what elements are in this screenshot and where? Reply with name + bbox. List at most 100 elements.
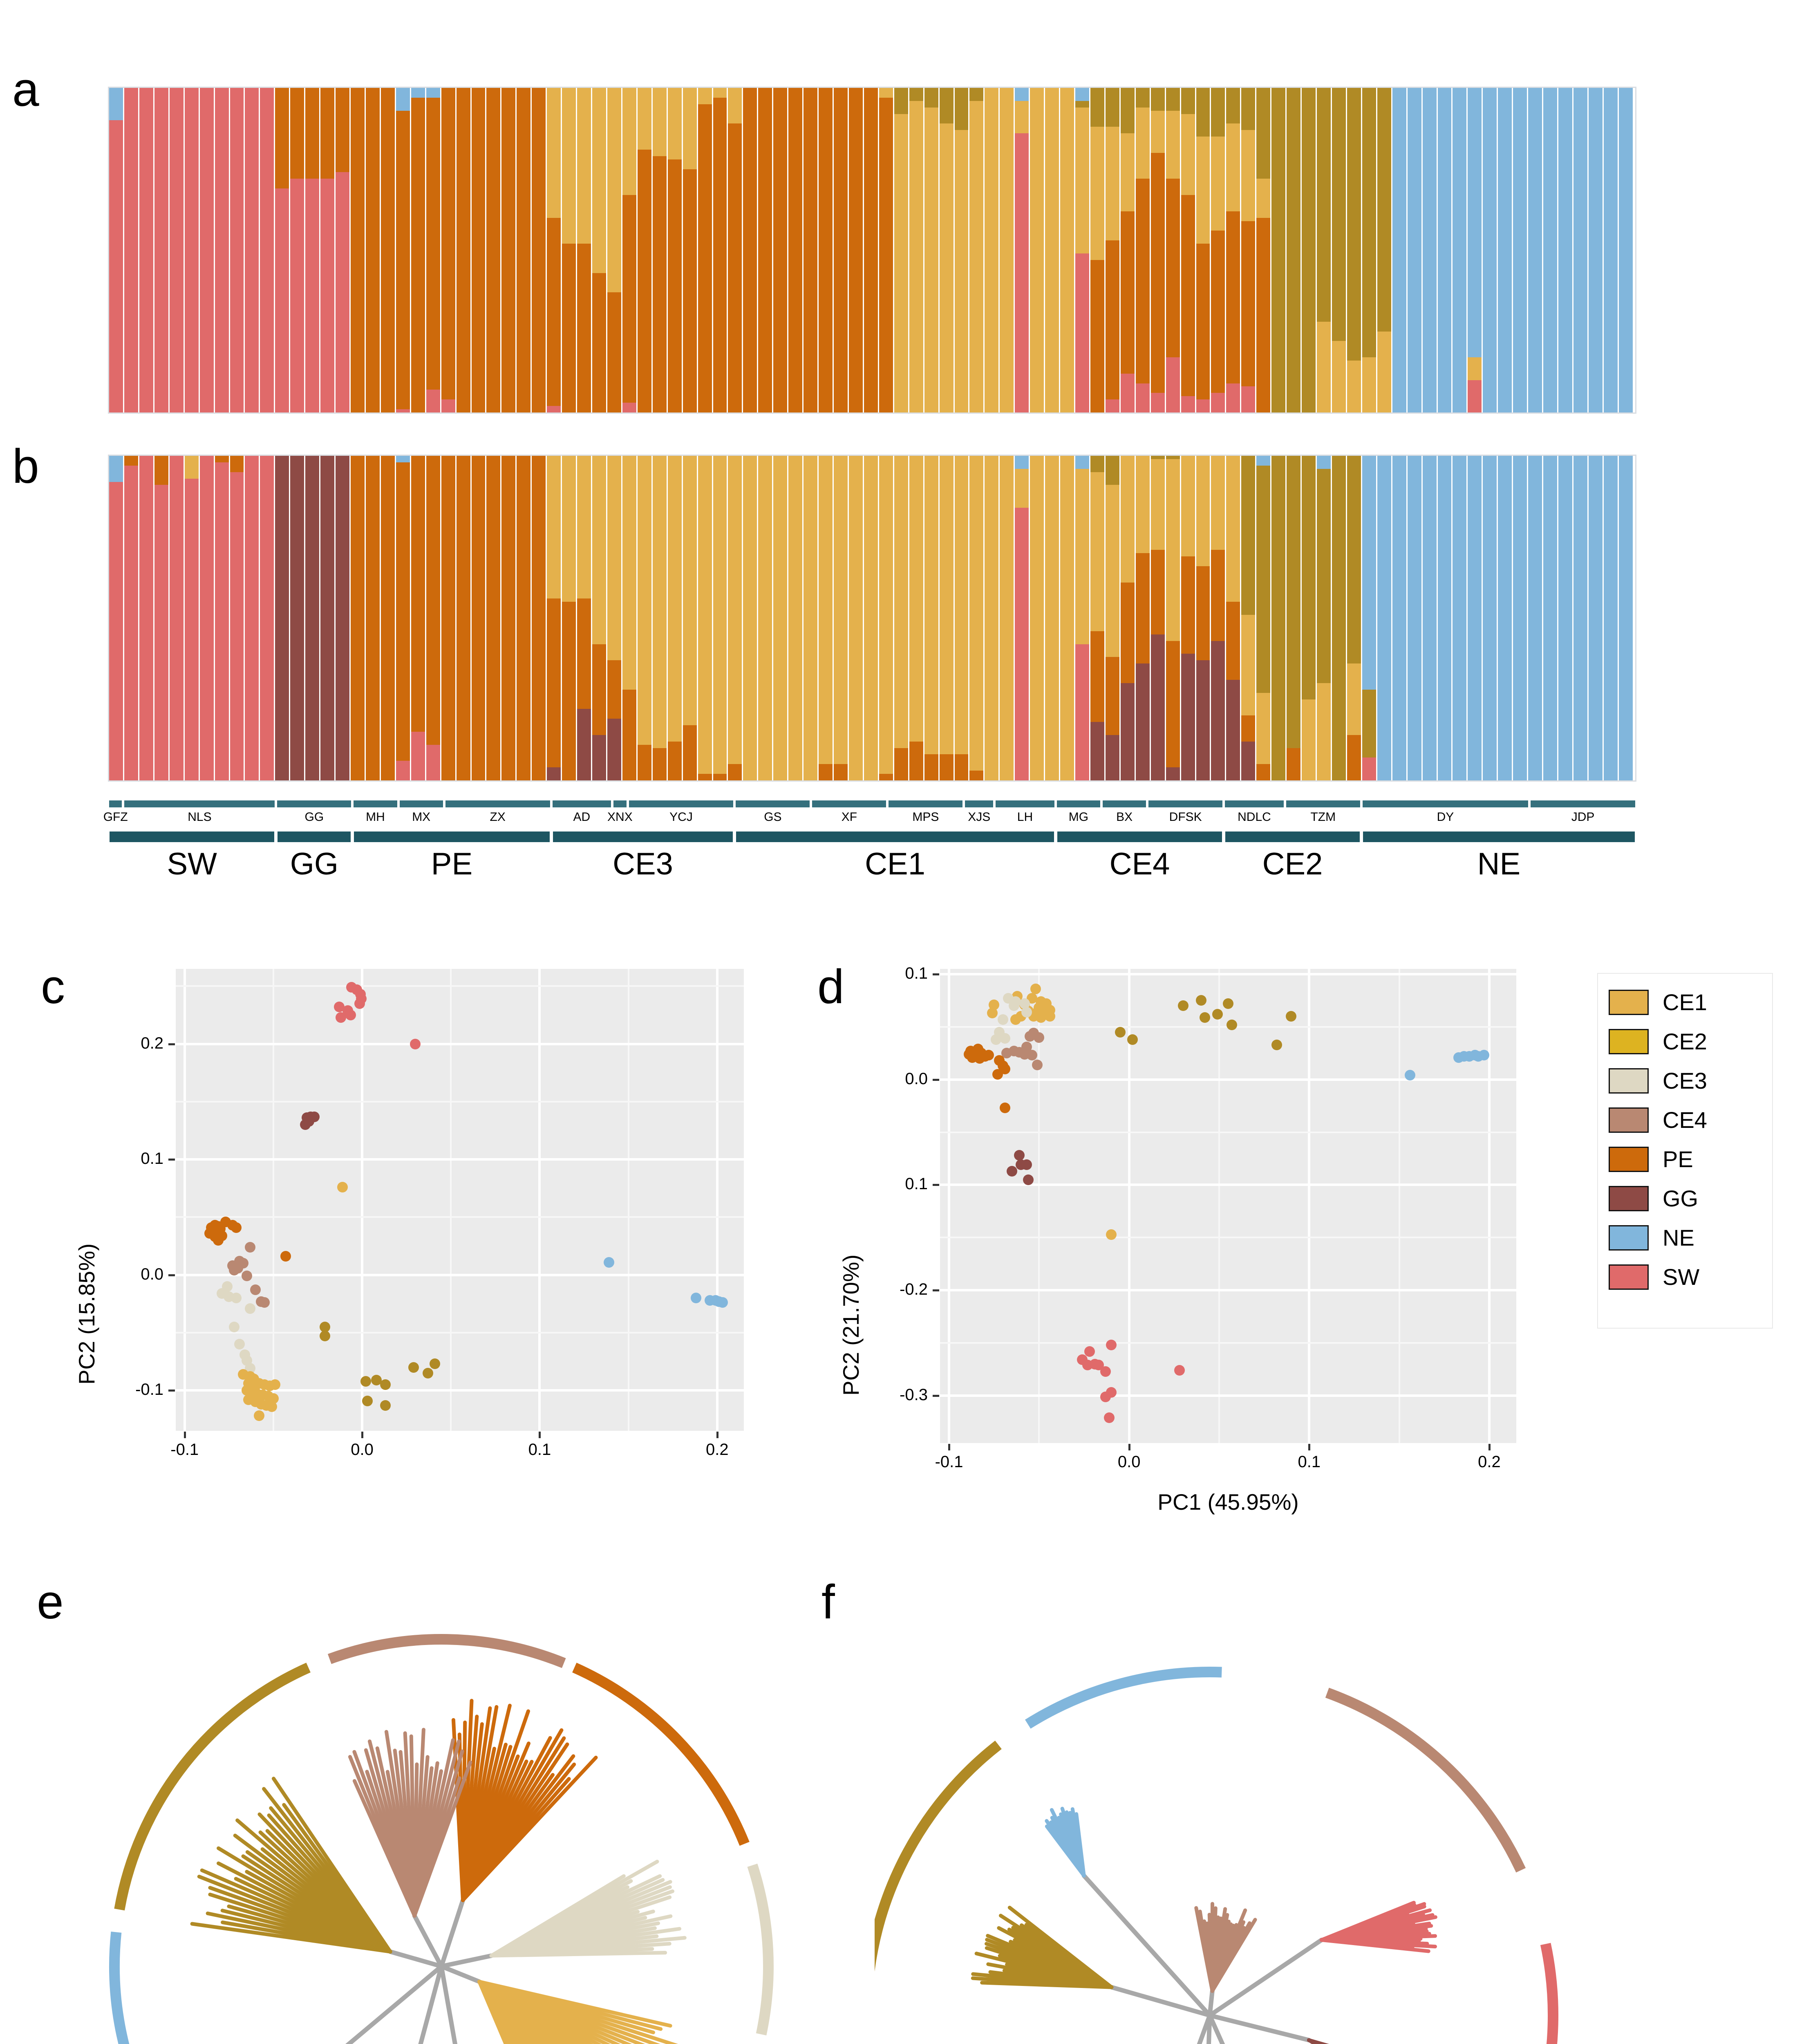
y-axis-tick-label: 0.1 bbox=[141, 1150, 163, 1168]
admixture-segment-gg bbox=[1090, 722, 1104, 780]
admixture-bar bbox=[1543, 88, 1557, 412]
y-axis-tick-mark bbox=[933, 1289, 939, 1292]
admixture-segment-ce2 bbox=[1181, 88, 1195, 114]
grid-line-horizontal bbox=[176, 1100, 744, 1103]
admixture-bar bbox=[1603, 456, 1618, 780]
admixture-segment-ne bbox=[1513, 456, 1527, 780]
pca-point-ne bbox=[603, 1257, 614, 1268]
admixture-bar bbox=[1618, 88, 1633, 412]
admixture-segment-ce1 bbox=[1317, 321, 1331, 412]
admixture-segment-sw bbox=[1468, 380, 1482, 412]
admixture-segment-sw bbox=[1015, 508, 1029, 780]
admixture-segment-ne bbox=[1498, 88, 1512, 412]
pca-point-ne bbox=[690, 1293, 701, 1304]
admixture-segment-pe bbox=[517, 456, 531, 780]
admixture-segment-ce1 bbox=[698, 456, 712, 774]
population-tick-bar bbox=[1531, 800, 1635, 807]
grid-line-horizontal bbox=[940, 1131, 1516, 1133]
admixture-segment-ne bbox=[1558, 456, 1572, 780]
legend-row: CE1 bbox=[1609, 983, 1761, 1022]
admixture-segment-pe bbox=[667, 741, 682, 780]
admixture-bar bbox=[1347, 88, 1361, 412]
y-axis-tick-mark bbox=[168, 1274, 175, 1276]
admixture-segment-ce2 bbox=[1302, 88, 1316, 412]
tree-tip-branch-ce2 bbox=[1007, 1905, 1114, 1989]
pca-point-ce1 bbox=[1035, 1012, 1046, 1023]
legend-swatch-ce3 bbox=[1609, 1068, 1649, 1094]
grid-line-vertical bbox=[1488, 969, 1491, 1443]
admixture-segment-pe bbox=[396, 462, 410, 761]
phylogenetic-tree-e bbox=[74, 1607, 809, 2044]
admixture-bar bbox=[1196, 88, 1210, 412]
admixture-segment-pe bbox=[547, 598, 561, 768]
admixture-bar bbox=[1120, 456, 1135, 780]
admixture-segment-pe bbox=[305, 88, 320, 179]
legend-swatch-sw bbox=[1609, 1264, 1649, 1290]
admixture-bar bbox=[577, 456, 591, 780]
admixture-segment-pe bbox=[320, 88, 335, 179]
grid-line-vertical bbox=[1218, 969, 1220, 1443]
population-label: LH bbox=[1017, 810, 1033, 824]
tree-backbone-branch bbox=[388, 1949, 444, 1969]
admixture-bar bbox=[1618, 456, 1633, 780]
admixture-plot-k5 bbox=[108, 87, 1636, 414]
admixture-bar bbox=[1000, 456, 1014, 780]
grid-line-horizontal bbox=[176, 1216, 744, 1218]
pca-point-ce2 bbox=[1115, 1026, 1126, 1038]
panel-letter-e: e bbox=[37, 1575, 64, 1629]
population-tick-bar bbox=[354, 800, 397, 807]
admixture-segment-pe bbox=[532, 88, 546, 412]
admixture-bar bbox=[819, 456, 833, 780]
admixture-segment-ce2 bbox=[1347, 88, 1361, 361]
population-label: MG bbox=[1068, 810, 1089, 824]
pca-point-ce4 bbox=[1026, 1050, 1037, 1061]
admixture-segment-pe bbox=[652, 156, 667, 412]
admixture-segment-pe bbox=[683, 169, 697, 412]
tree-backbone-branch bbox=[418, 1964, 444, 2044]
admixture-bar bbox=[1211, 88, 1225, 412]
admixture-bar bbox=[139, 456, 153, 780]
x-axis-tick-label: 0.0 bbox=[351, 1441, 374, 1459]
admixture-bar bbox=[154, 456, 168, 780]
population-tick-bar bbox=[629, 800, 734, 807]
admixture-segment-ce2 bbox=[1332, 88, 1346, 341]
legend-swatch-pe bbox=[1609, 1147, 1649, 1172]
pca-point-gg bbox=[1021, 1159, 1032, 1170]
admixture-segment-ce1 bbox=[1302, 699, 1316, 780]
admixture-segment-ne bbox=[1377, 456, 1391, 780]
admixture-segment-ne bbox=[426, 88, 440, 98]
admixture-bar bbox=[365, 456, 380, 780]
pca-point-ce3 bbox=[234, 1339, 245, 1350]
admixture-bar bbox=[1543, 456, 1557, 780]
admixture-bar bbox=[1075, 456, 1089, 780]
admixture-bar bbox=[517, 88, 531, 412]
admixture-bar bbox=[1468, 456, 1482, 780]
admixture-bar bbox=[562, 88, 576, 412]
admixture-segment-ce1 bbox=[1030, 88, 1044, 412]
pca-point-ne bbox=[1405, 1070, 1416, 1081]
admixture-segment-ce1 bbox=[1135, 456, 1150, 554]
admixture-segment-pe bbox=[698, 774, 712, 780]
pca-point-pe bbox=[999, 1103, 1010, 1114]
clade-arc-ne bbox=[1025, 1667, 1222, 1729]
pca-point-ce2 bbox=[408, 1362, 419, 1373]
admixture-segment-sw bbox=[230, 472, 244, 780]
admixture-segment-ce1 bbox=[1015, 468, 1029, 508]
admixture-bar bbox=[667, 88, 682, 412]
admixture-segment-ce2 bbox=[1287, 88, 1301, 412]
admixture-bar bbox=[1588, 88, 1603, 412]
admixture-bar bbox=[1362, 456, 1376, 780]
admixture-segment-gg bbox=[1241, 741, 1256, 780]
admixture-segment-ne bbox=[1618, 456, 1633, 780]
admixture-segment-ce2 bbox=[1075, 101, 1089, 108]
group-bar bbox=[1225, 831, 1360, 842]
admixture-bar bbox=[1090, 88, 1104, 412]
tree-backbone-branch bbox=[412, 1913, 444, 1969]
admixture-bar bbox=[1453, 88, 1467, 412]
admixture-bar bbox=[848, 88, 863, 412]
pca-point-ce2 bbox=[319, 1321, 330, 1332]
admixture-bar bbox=[1588, 456, 1603, 780]
admixture-segment-pe bbox=[954, 754, 969, 780]
admixture-segment-ne bbox=[1603, 456, 1618, 780]
admixture-segment-pe bbox=[788, 88, 803, 412]
